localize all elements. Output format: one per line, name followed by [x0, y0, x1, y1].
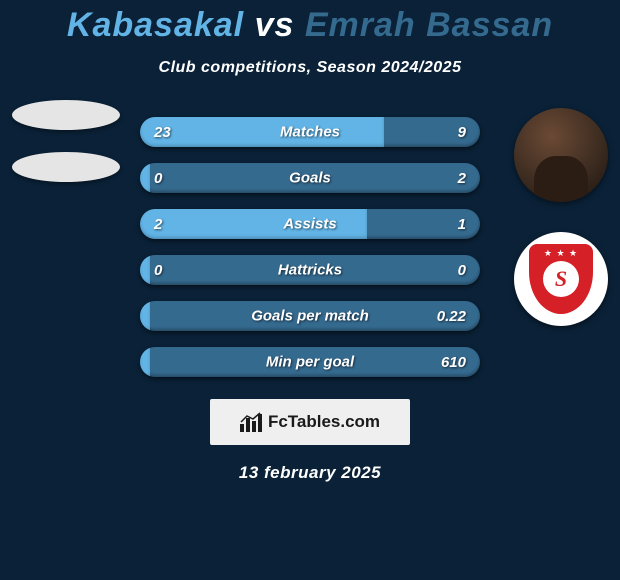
- player2-badges: ★ ★ ★ S: [514, 108, 608, 326]
- stat-right-value: 0.22: [423, 308, 480, 325]
- stat-right-value: 9: [444, 124, 480, 141]
- stat-right-value: 2: [444, 170, 480, 187]
- stat-row: Goals per match 0.22: [140, 301, 480, 331]
- stat-row: Min per goal 610: [140, 347, 480, 377]
- player1-badges: [12, 100, 120, 182]
- crest-shield: ★ ★ ★ S: [529, 244, 593, 314]
- brand-badge[interactable]: FcTables.com: [210, 399, 410, 445]
- stat-label: Assists: [283, 216, 336, 233]
- stat-left-value: 0: [140, 262, 176, 279]
- stat-right-value: 1: [444, 216, 480, 233]
- stat-left-value: 2: [140, 216, 176, 233]
- stat-row: 0 Goals 2: [140, 163, 480, 193]
- player1-club-placeholder: [12, 152, 120, 182]
- stat-right-value: 0: [444, 262, 480, 279]
- stat-left-value: 0: [140, 170, 176, 187]
- stat-label: Matches: [280, 124, 340, 141]
- stat-right-value: 610: [427, 354, 480, 371]
- player2-name: Emrah Bassan: [305, 6, 553, 44]
- brand-chart-icon: [240, 412, 262, 432]
- vs-separator: vs: [255, 6, 295, 44]
- stat-label: Min per goal: [266, 354, 354, 371]
- stat-fill-left: [140, 301, 150, 331]
- stat-label: Goals per match: [251, 308, 369, 325]
- snapshot-date: 13 february 2025: [0, 463, 620, 483]
- stat-row: 23 Matches 9: [140, 117, 480, 147]
- crest-letter: S: [543, 261, 579, 297]
- comparison-title: Kabasakal vs Emrah Bassan: [0, 0, 620, 45]
- stat-fill-left: [140, 347, 150, 377]
- player2-club-crest: ★ ★ ★ S: [514, 232, 608, 326]
- player1-photo-placeholder: [12, 100, 120, 130]
- stat-left-value: 23: [140, 124, 185, 141]
- brand-text: FcTables.com: [268, 412, 380, 432]
- stat-row: 2 Assists 1: [140, 209, 480, 239]
- stat-label: Goals: [289, 170, 331, 187]
- stat-row: 0 Hattricks 0: [140, 255, 480, 285]
- player2-photo: [514, 108, 608, 202]
- player1-name: Kabasakal: [67, 6, 244, 44]
- stat-label: Hattricks: [278, 262, 342, 279]
- crest-stars-icon: ★ ★ ★: [544, 248, 578, 259]
- season-subtitle: Club competitions, Season 2024/2025: [0, 59, 620, 77]
